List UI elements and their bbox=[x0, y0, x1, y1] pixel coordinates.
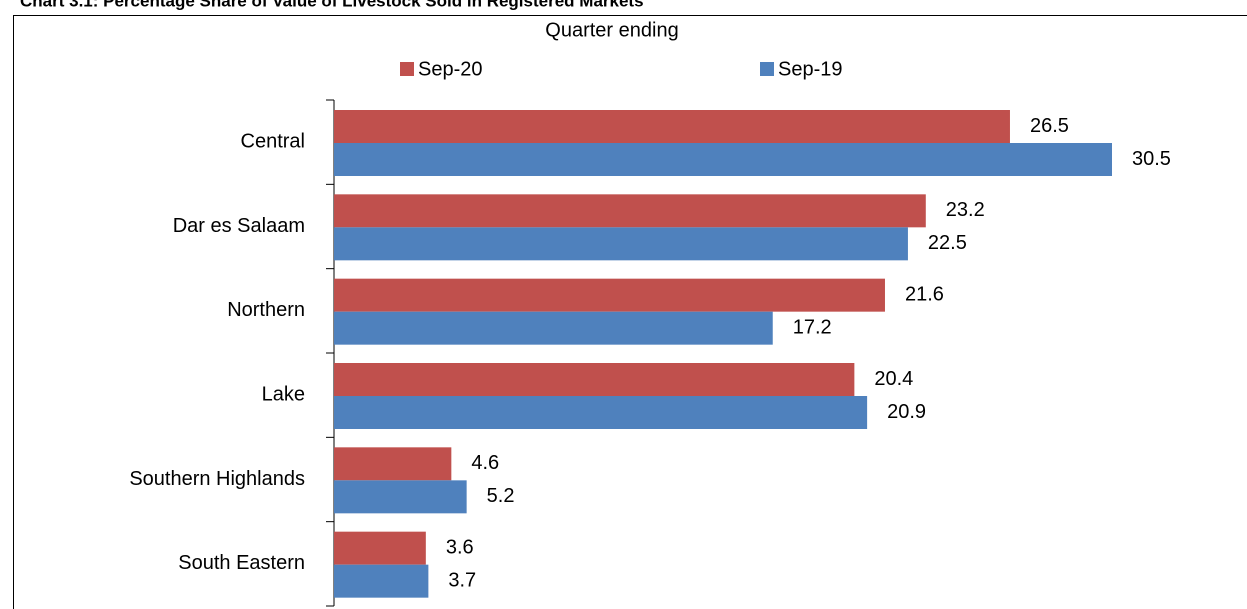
data-label: 4.6 bbox=[471, 452, 499, 474]
bar bbox=[334, 311, 773, 345]
bar bbox=[334, 363, 855, 396]
bar bbox=[334, 227, 908, 261]
data-label: 23.2 bbox=[946, 199, 985, 221]
data-label: 3.7 bbox=[448, 569, 476, 591]
chart-border bbox=[13, 15, 1247, 609]
legend-swatch bbox=[760, 62, 774, 76]
bar bbox=[334, 143, 1112, 176]
bar bbox=[334, 564, 429, 598]
legend-title: Quarter ending bbox=[545, 19, 678, 41]
data-label: 30.5 bbox=[1132, 148, 1171, 170]
legend-label: Sep-19 bbox=[778, 58, 843, 80]
data-label: 22.5 bbox=[928, 232, 967, 254]
bar bbox=[334, 447, 452, 481]
category-label: South Eastern bbox=[178, 552, 305, 574]
legend-label: Sep-20 bbox=[418, 58, 483, 80]
data-label: 3.6 bbox=[446, 536, 474, 558]
legend-swatch bbox=[400, 62, 414, 76]
data-label: 26.5 bbox=[1030, 115, 1069, 137]
data-label: 20.4 bbox=[874, 368, 913, 390]
category-label: Northern bbox=[227, 299, 305, 321]
data-label: 21.6 bbox=[905, 283, 944, 305]
bar bbox=[334, 396, 868, 429]
category-label: Lake bbox=[262, 383, 305, 405]
bar bbox=[334, 110, 1010, 143]
category-label: Southern Highlands bbox=[129, 468, 305, 490]
data-label: 17.2 bbox=[793, 316, 832, 338]
category-label: Central bbox=[241, 130, 305, 152]
bar bbox=[334, 480, 467, 514]
bar bbox=[334, 278, 885, 312]
chart-title: Chart 3.1: Percentage Share of Value of … bbox=[20, 0, 644, 10]
bar bbox=[334, 531, 426, 565]
data-label: 20.9 bbox=[887, 401, 926, 423]
category-label: Dar es Salaam bbox=[173, 215, 305, 237]
data-label: 5.2 bbox=[487, 485, 515, 507]
bar bbox=[334, 194, 926, 228]
